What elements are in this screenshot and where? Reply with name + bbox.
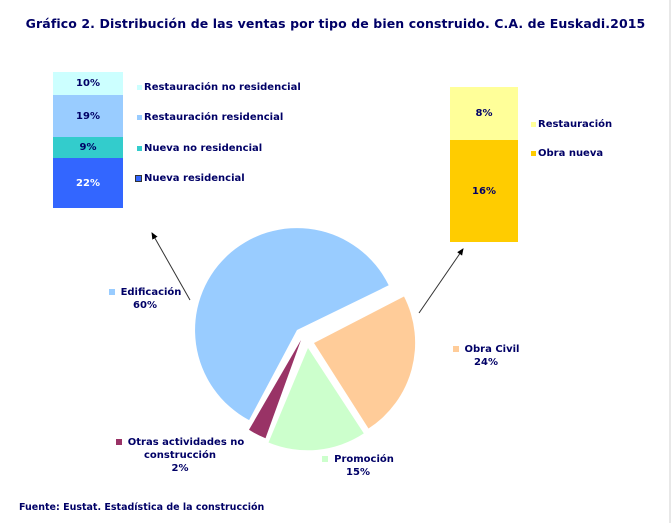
label-name: Otras actividades no (127, 437, 245, 448)
pie-label-otras: Otras actividades no construcción 2% (105, 436, 255, 475)
legend-label: Restauración no residencial (144, 82, 301, 93)
pie-slice-otras (249, 340, 301, 439)
pie-label-edificacion: Edificación 60% (100, 286, 190, 312)
obra-civil-breakdown-bar: 8% 16% (450, 87, 518, 242)
legend-restauracion-residencial: Restauración residencial (137, 112, 283, 123)
legend-swatch (108, 289, 115, 295)
bar-segment-restauracion-no-residencial: 10% (53, 72, 123, 95)
segment-label: 10% (76, 78, 100, 89)
bar-segment-restauracion: 8% (450, 87, 518, 140)
legend-restauracion-no-residencial: Restauración no residencial (137, 82, 301, 93)
bar-segment-nueva-no-residencial: 9% (53, 137, 123, 158)
legend-swatch (137, 146, 142, 151)
segment-label: 9% (79, 142, 97, 153)
legend-restauracion: Restauración (531, 119, 612, 130)
label-pct: 60% (133, 300, 157, 311)
arrow-edificacion (151, 232, 191, 301)
pie-label-promocion: Promoción 15% (318, 453, 398, 479)
legend-swatch (115, 439, 122, 445)
legend-label: Nueva residencial (144, 173, 245, 184)
label-pct: 2% (171, 463, 189, 474)
pie-label-obra-civil: Obra Civil 24% (446, 343, 526, 369)
chart-title: Gráfico 2. Distribución de las ventas po… (25, 16, 646, 31)
legend-label: Obra nueva (538, 148, 604, 159)
legend-swatch (531, 122, 536, 127)
segment-label: 22% (76, 177, 100, 189)
label-pct: 15% (346, 467, 370, 478)
source-note: Fuente: Eustat. Estadística de la constr… (19, 502, 265, 513)
legend-swatch (531, 151, 536, 156)
segment-label: 19% (76, 110, 100, 122)
legend-label: Restauración (538, 119, 613, 130)
legend-label: Nueva no residencial (144, 143, 263, 154)
label-name: Edificación (120, 287, 182, 298)
label-pct: 24% (474, 357, 498, 368)
edificacion-breakdown-bar: 10% 19% 9% 22% (53, 72, 123, 208)
legend-swatch (137, 115, 142, 120)
pie-slice-promocion (268, 348, 364, 451)
bar-segment-restauracion-residencial: 19% (53, 95, 123, 137)
bar-segment-nueva-residencial: 22% (53, 158, 123, 208)
legend-swatch (452, 346, 459, 352)
label-name-cont: construcción (144, 450, 216, 461)
label-name: Promoción (334, 454, 394, 465)
bar-segment-obra-nueva: 16% (450, 140, 518, 242)
legend-swatch (322, 456, 329, 462)
legend-swatch (137, 85, 142, 90)
legend-swatch (135, 175, 142, 182)
legend-nueva-no-residencial: Nueva no residencial (137, 143, 262, 154)
segment-label: 8% (475, 108, 493, 119)
segment-label: 16% (472, 185, 496, 197)
legend-label: Restauración residencial (144, 112, 284, 123)
frame-border (669, 0, 671, 523)
legend-obra-nueva: Obra nueva (531, 148, 603, 159)
pie-slice-obra-civil (314, 296, 416, 429)
legend-nueva-residencial: Nueva residencial (135, 173, 245, 184)
pie-slice-edificacion (195, 228, 389, 421)
label-name: Obra Civil (464, 344, 520, 355)
arrow-obra-civil (418, 248, 464, 314)
